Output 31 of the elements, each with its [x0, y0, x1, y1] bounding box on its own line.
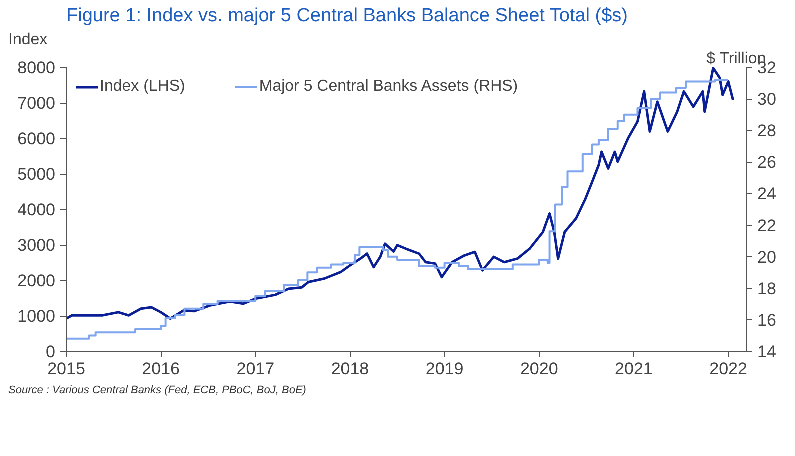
y-tick-label: 7000 [18, 94, 56, 113]
y-tick-label: 6000 [18, 130, 56, 148]
x-tick-label: 2021 [615, 360, 653, 378]
y-tick-label: 4000 [18, 200, 56, 220]
y2-tick-label: 20 [758, 248, 776, 267]
y-tick-label: 3000 [18, 236, 56, 255]
x-tick-label: 2018 [331, 360, 370, 378]
x-tick-label: 2015 [48, 360, 86, 378]
y2-tick-label: 22 [758, 216, 776, 236]
y2-tick-label: 26 [758, 153, 776, 172]
y-axis-title: Index [8, 32, 48, 48]
x-tick-label: 2016 [142, 360, 180, 378]
chart-title: Figure 1: Index vs. major 5 Central Banks Balance Sheet Total ($s) [66, 6, 628, 26]
x-tick-label: 2019 [426, 360, 464, 378]
source-note: Source : Various Central Banks (Fed, ECB, PBoC, BoJ, BoE) [8, 384, 307, 396]
x-tick-label: 2022 [710, 360, 748, 378]
y2-tick-label: 14 [758, 342, 776, 362]
y-tick-label: 5000 [18, 165, 56, 184]
y-tick-label: 8000 [18, 58, 56, 78]
y2-tick-label: 24 [758, 184, 776, 204]
y2-tick-label: 30 [758, 90, 776, 110]
x-tick-label: 2017 [236, 360, 275, 378]
y2-tick-label: 16 [758, 310, 776, 330]
y-tick-label: 0 [46, 342, 56, 362]
y2-tick-label: 18 [758, 279, 776, 298]
x-tick-label: 2020 [520, 360, 558, 378]
y-tick-label: 1000 [18, 307, 56, 326]
y2-tick-label: 28 [758, 122, 776, 141]
legend-label: Index (LHS) [100, 78, 186, 96]
y-tick-label: 2000 [18, 272, 56, 290]
legend-label: Major 5 Central Banks Assets (RHS) [259, 78, 518, 96]
